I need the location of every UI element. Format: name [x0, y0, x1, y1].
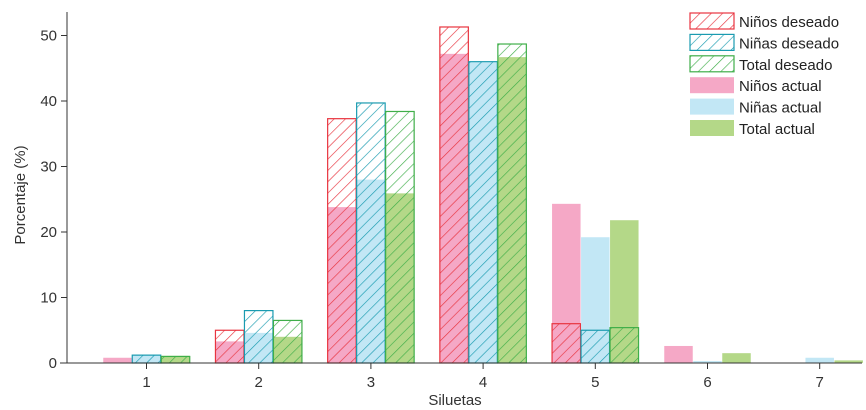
- y-tick-label: 0: [49, 355, 57, 372]
- x-tick-label: 2: [255, 374, 263, 391]
- bar-ninos-actual-1: [103, 357, 132, 363]
- x-ticks: 1 2 3 4 5 6 7: [142, 363, 824, 391]
- y-tick-label: 20: [40, 224, 57, 241]
- bars-layer: [103, 26, 863, 364]
- bar-total-deseado-1: [160, 355, 191, 364]
- legend-label-total-actual: Total actual: [739, 121, 815, 138]
- bar-ninos-deseado-4: [439, 26, 469, 364]
- y-tick-label: 50: [40, 28, 57, 45]
- bar-ninos-deseado-5: [551, 323, 582, 364]
- y-axis-title: Porcentaje (%): [12, 145, 29, 244]
- bar-total-deseado-5: [609, 327, 640, 364]
- axes-layer: [60, 12, 862, 364]
- legend: Niños deseado Niñas deseado Total deseado N…: [689, 12, 839, 138]
- bar-total-actual-7: [834, 360, 863, 363]
- legend-label-total-deseado: Total deseado: [739, 57, 832, 74]
- bar-total-deseado-3: [385, 110, 415, 364]
- x-tick-label: 7: [816, 374, 824, 391]
- x-axis-title: Siluetas: [428, 392, 481, 409]
- x-tick-label: 5: [591, 374, 599, 391]
- bar-total-deseado-4: [497, 43, 527, 364]
- bar-ninas-actual-6: [693, 361, 722, 363]
- bar-ninos-actual-6: [664, 345, 693, 363]
- x-tick-label: 1: [142, 374, 150, 391]
- y-tick-label: 30: [40, 159, 57, 176]
- x-tick-label: 6: [703, 374, 711, 391]
- y-tick-label: 40: [40, 93, 57, 110]
- y-ticks: 0 10 20 30 40 50: [40, 28, 67, 372]
- bar-ninas-deseado-3: [356, 102, 386, 364]
- bar-ninos-deseado-3: [327, 118, 357, 364]
- legend-swatch-total-deseado: [689, 55, 735, 73]
- bar-total-deseado-2: [272, 319, 303, 364]
- legend-swatch-ninos-actual: [690, 77, 734, 94]
- x-tick-label: 3: [367, 374, 375, 391]
- legend-swatch-ninas-actual: [690, 98, 734, 115]
- legend-label-ninos-actual: Niños actual: [739, 78, 822, 95]
- bar-ninas-deseado-1: [131, 354, 162, 364]
- legend-swatch-ninas-deseado: [689, 33, 735, 52]
- bar-ninas-actual-7: [805, 357, 834, 363]
- bar-ninas-deseado-5: [580, 329, 611, 364]
- bar-ninas-deseado-2: [243, 310, 274, 364]
- bar-ninas-deseado-4: [468, 61, 498, 364]
- legend-label-ninos-deseado: Niños deseado: [739, 14, 839, 31]
- legend-swatch-ninos-deseado: [689, 12, 735, 30]
- x-tick-label: 4: [479, 374, 487, 391]
- legend-label-ninas-deseado: Niñas deseado: [739, 35, 839, 52]
- y-tick-label: 10: [40, 290, 57, 307]
- legend-swatch-total-actual: [690, 120, 734, 136]
- bar-ninos-deseado-2: [214, 329, 245, 364]
- legend-label-ninas-actual: Niñas actual: [739, 100, 822, 117]
- bar-total-actual-6: [722, 353, 751, 363]
